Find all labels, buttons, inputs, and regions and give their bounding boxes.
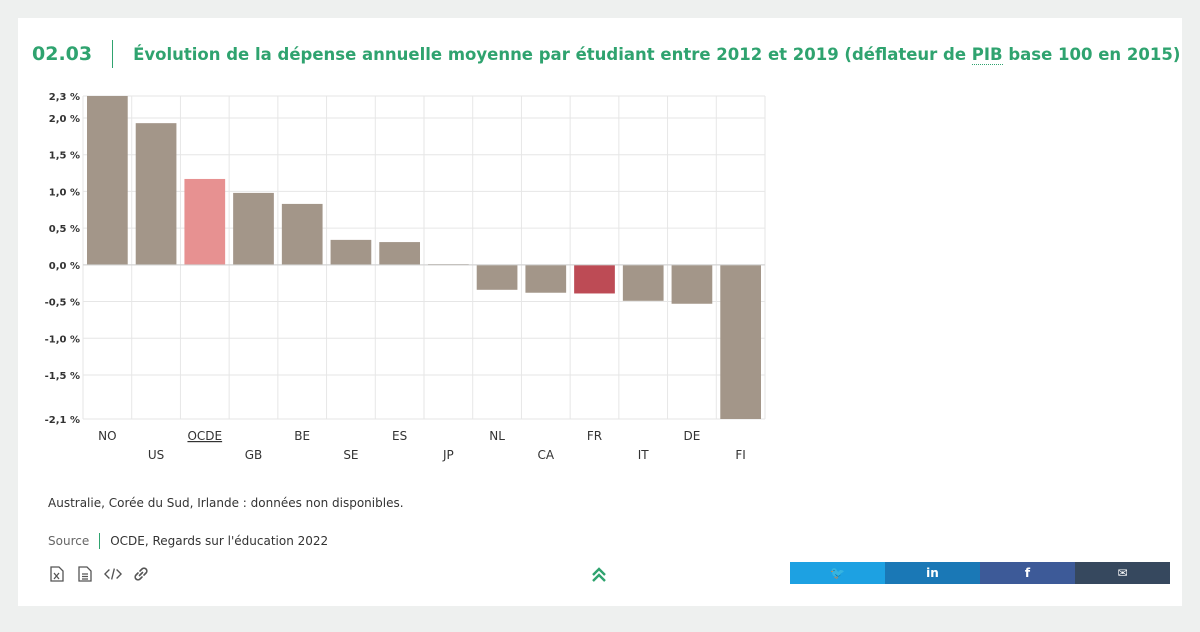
- y-tick-label: -1,5 %: [45, 371, 80, 382]
- chart-note: Australie, Corée du Sud, Irlande : donné…: [48, 496, 404, 510]
- x-tick-label: SE: [343, 448, 358, 462]
- link-icon[interactable]: [132, 565, 150, 583]
- header-separator: [112, 40, 114, 68]
- download-tools: [48, 565, 150, 583]
- source-line: Source OCDE, Regards sur l'éducation 202…: [48, 533, 328, 549]
- bar-fr[interactable]: [574, 264, 615, 294]
- linkedin-share-button[interactable]: in: [885, 562, 980, 584]
- x-tick-label: JP: [442, 448, 454, 462]
- y-tick-label: -2,1 %: [45, 415, 80, 426]
- y-tick-label: -1,0 %: [45, 334, 80, 345]
- title-abbr-pib[interactable]: PIB: [971, 44, 1003, 65]
- excel-icon[interactable]: [48, 565, 66, 583]
- bar-ocde[interactable]: [184, 178, 226, 265]
- chart-card: 02.03 Évolution de la dépense annuelle m…: [18, 18, 1182, 606]
- email-share-button[interactable]: ✉: [1075, 562, 1170, 584]
- x-tick-label: FI: [735, 448, 745, 462]
- x-tick-label: IT: [638, 448, 650, 462]
- bar-es[interactable]: [379, 242, 420, 265]
- x-tick-label: OCDE: [187, 429, 222, 443]
- y-tick-label: 1,0 %: [49, 187, 80, 198]
- bar-chart: 2,3 % 2,0 % 1,5 % 1,0 % 0,5 % 0,0 % -0,5 % -1,0…: [45, 92, 766, 462]
- chart-title: Évolution de la dépense annuelle moyenne…: [133, 44, 1181, 65]
- x-tick-label: US: [148, 448, 164, 462]
- bar-ca[interactable]: [525, 264, 567, 293]
- chart-number: 02.03: [32, 43, 93, 65]
- document-icon[interactable]: [76, 565, 94, 583]
- y-tick-label: -0,5 %: [45, 298, 80, 309]
- code-icon[interactable]: [104, 565, 122, 583]
- facebook-share-button[interactable]: f: [980, 562, 1075, 584]
- chart-header: 02.03 Évolution de la dépense annuelle m…: [32, 40, 1180, 68]
- linkedin-icon: in: [926, 566, 939, 580]
- y-tick-label: 0,0 %: [49, 261, 80, 272]
- source-label: Source: [48, 534, 90, 548]
- x-tick-label: BE: [294, 429, 310, 443]
- y-tick-label: 2,3 %: [49, 92, 80, 103]
- bar-no[interactable]: [87, 96, 128, 265]
- twitter-icon: 🐦: [830, 566, 845, 580]
- bar-de[interactable]: [671, 264, 713, 304]
- bar-fi[interactable]: [720, 264, 761, 419]
- x-tick-label: FR: [587, 429, 602, 443]
- x-tick-label: NL: [489, 429, 505, 443]
- twitter-share-button[interactable]: 🐦: [790, 562, 885, 584]
- bar-gb[interactable]: [233, 192, 274, 265]
- source-text: OCDE, Regards sur l'éducation 2022: [110, 534, 329, 548]
- facebook-icon: f: [1024, 566, 1031, 580]
- x-tick-label: GB: [245, 448, 263, 462]
- x-tick-label: DE: [684, 429, 701, 443]
- x-tick-label: ES: [392, 429, 407, 443]
- share-bar: 🐦 in f ✉: [790, 562, 1170, 584]
- bar-be[interactable]: [281, 203, 323, 265]
- email-icon: ✉: [1117, 566, 1128, 580]
- scroll-up-icon[interactable]: [590, 566, 608, 584]
- bar-se[interactable]: [330, 239, 372, 265]
- source-separator: [99, 533, 101, 549]
- y-tick-label: 2,0 %: [49, 114, 80, 125]
- y-tick-label: 0,5 %: [49, 224, 80, 235]
- title-text-end: base 100 en 2015): [1002, 44, 1181, 64]
- title-text-start: Évolution de la dépense annuelle moyenne…: [133, 44, 972, 64]
- x-tick-label: NO: [98, 429, 116, 443]
- x-tick-label: CA: [537, 448, 554, 462]
- y-tick-label: 1,5 %: [49, 151, 80, 162]
- bar-us[interactable]: [135, 123, 177, 265]
- bar-nl[interactable]: [476, 264, 518, 290]
- bar-it[interactable]: [622, 264, 664, 301]
